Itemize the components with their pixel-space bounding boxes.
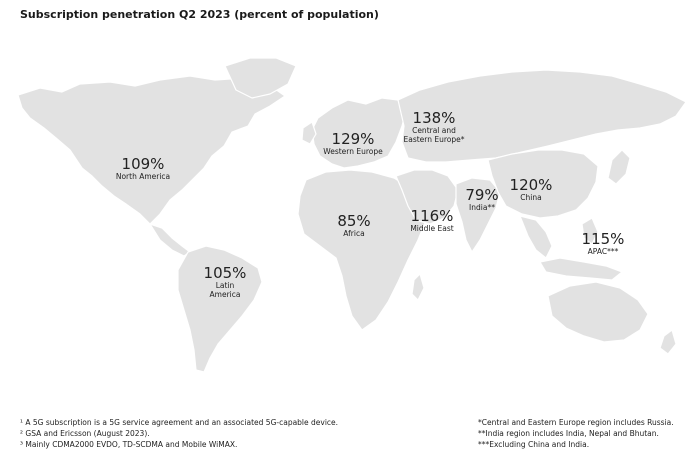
russia-landmass xyxy=(397,69,687,163)
region-label-apac: 115% APAC*** xyxy=(582,231,625,256)
region-label-central-eastern-europe: 138% Central and Eastern Europe* xyxy=(403,110,464,144)
north-america-value: 109% xyxy=(121,155,165,173)
australia-landmass xyxy=(547,281,649,343)
footnote-2: ² GSA and Ericsson (August 2023). xyxy=(20,429,150,438)
region-label-china: 120% China xyxy=(510,177,553,202)
map-title: Subscription penetration Q2 2023 (percen… xyxy=(20,8,379,21)
footnote-apac: ***Excluding China and India. xyxy=(478,440,590,449)
europe-landmass xyxy=(311,97,407,169)
region-label-africa: 85% Africa xyxy=(337,213,370,238)
indonesia-landmass xyxy=(539,257,623,281)
region-label-latin-america: 105% Latin America xyxy=(204,265,247,299)
central-eastern-europe-value: 138% xyxy=(412,109,456,127)
footnote-central-eastern-europe: *Central and Eastern Europe region inclu… xyxy=(478,418,674,427)
southeast-asia-landmass xyxy=(519,215,553,259)
footnote-3: ³ Mainly CDMA2000 EVDO, TD-SCDMA and Mob… xyxy=(20,440,238,449)
middle-east-landmass xyxy=(395,169,459,225)
central-america-landmass xyxy=(149,223,191,257)
new-zealand-landmass xyxy=(659,329,677,355)
africa-value: 85% xyxy=(337,212,371,230)
apac-value: 115% xyxy=(581,230,625,248)
madagascar-landmass xyxy=(411,273,425,301)
region-label-india: 79% India** xyxy=(465,187,498,212)
latin-america-name-line-2: America xyxy=(209,290,241,299)
japan-landmass xyxy=(607,149,631,185)
africa-name: Africa xyxy=(343,229,365,238)
footnote-1: ¹ A 5G subscription is a 5G service agre… xyxy=(20,418,339,427)
region-label-middle-east: 116% Middle East xyxy=(410,208,453,233)
africa-landmass xyxy=(297,169,427,331)
footnote-india: **India region includes India, Nepal and… xyxy=(478,429,659,438)
india-landmass xyxy=(455,177,501,253)
north-america-name: North America xyxy=(115,172,171,181)
south-america-landmass xyxy=(177,245,263,373)
footnotes-right: *Central and Eastern Europe region inclu… xyxy=(478,417,674,450)
north-america-landmass xyxy=(17,75,286,225)
apac-name: APAC*** xyxy=(587,247,619,256)
region-label-western-europe: 129% Western Europe xyxy=(323,131,383,156)
central-eastern-europe-name-line-1: Central and xyxy=(412,126,456,135)
india-name: India** xyxy=(469,203,495,212)
philippines-landmass xyxy=(581,217,599,245)
region-label-north-america: 109% North America xyxy=(116,156,170,181)
middle-east-value: 116% xyxy=(410,207,454,225)
china-name: China xyxy=(520,193,542,202)
india-value: 79% xyxy=(465,186,499,204)
footnotes-left: ¹ A 5G subscription is a 5G service agre… xyxy=(20,417,338,450)
central-eastern-europe-name-line-2: Eastern Europe* xyxy=(403,135,465,144)
western-europe-name: Western Europe xyxy=(323,147,383,156)
latin-america-value: 105% xyxy=(203,264,247,282)
greenland-landmass xyxy=(224,57,297,99)
latin-america-name-line-1: Latin xyxy=(215,281,235,290)
western-europe-value: 129% xyxy=(331,130,375,148)
china-value: 120% xyxy=(509,176,553,194)
middle-east-name: Middle East xyxy=(410,224,454,233)
uk-landmass xyxy=(301,121,317,145)
china-landmass xyxy=(487,149,599,219)
